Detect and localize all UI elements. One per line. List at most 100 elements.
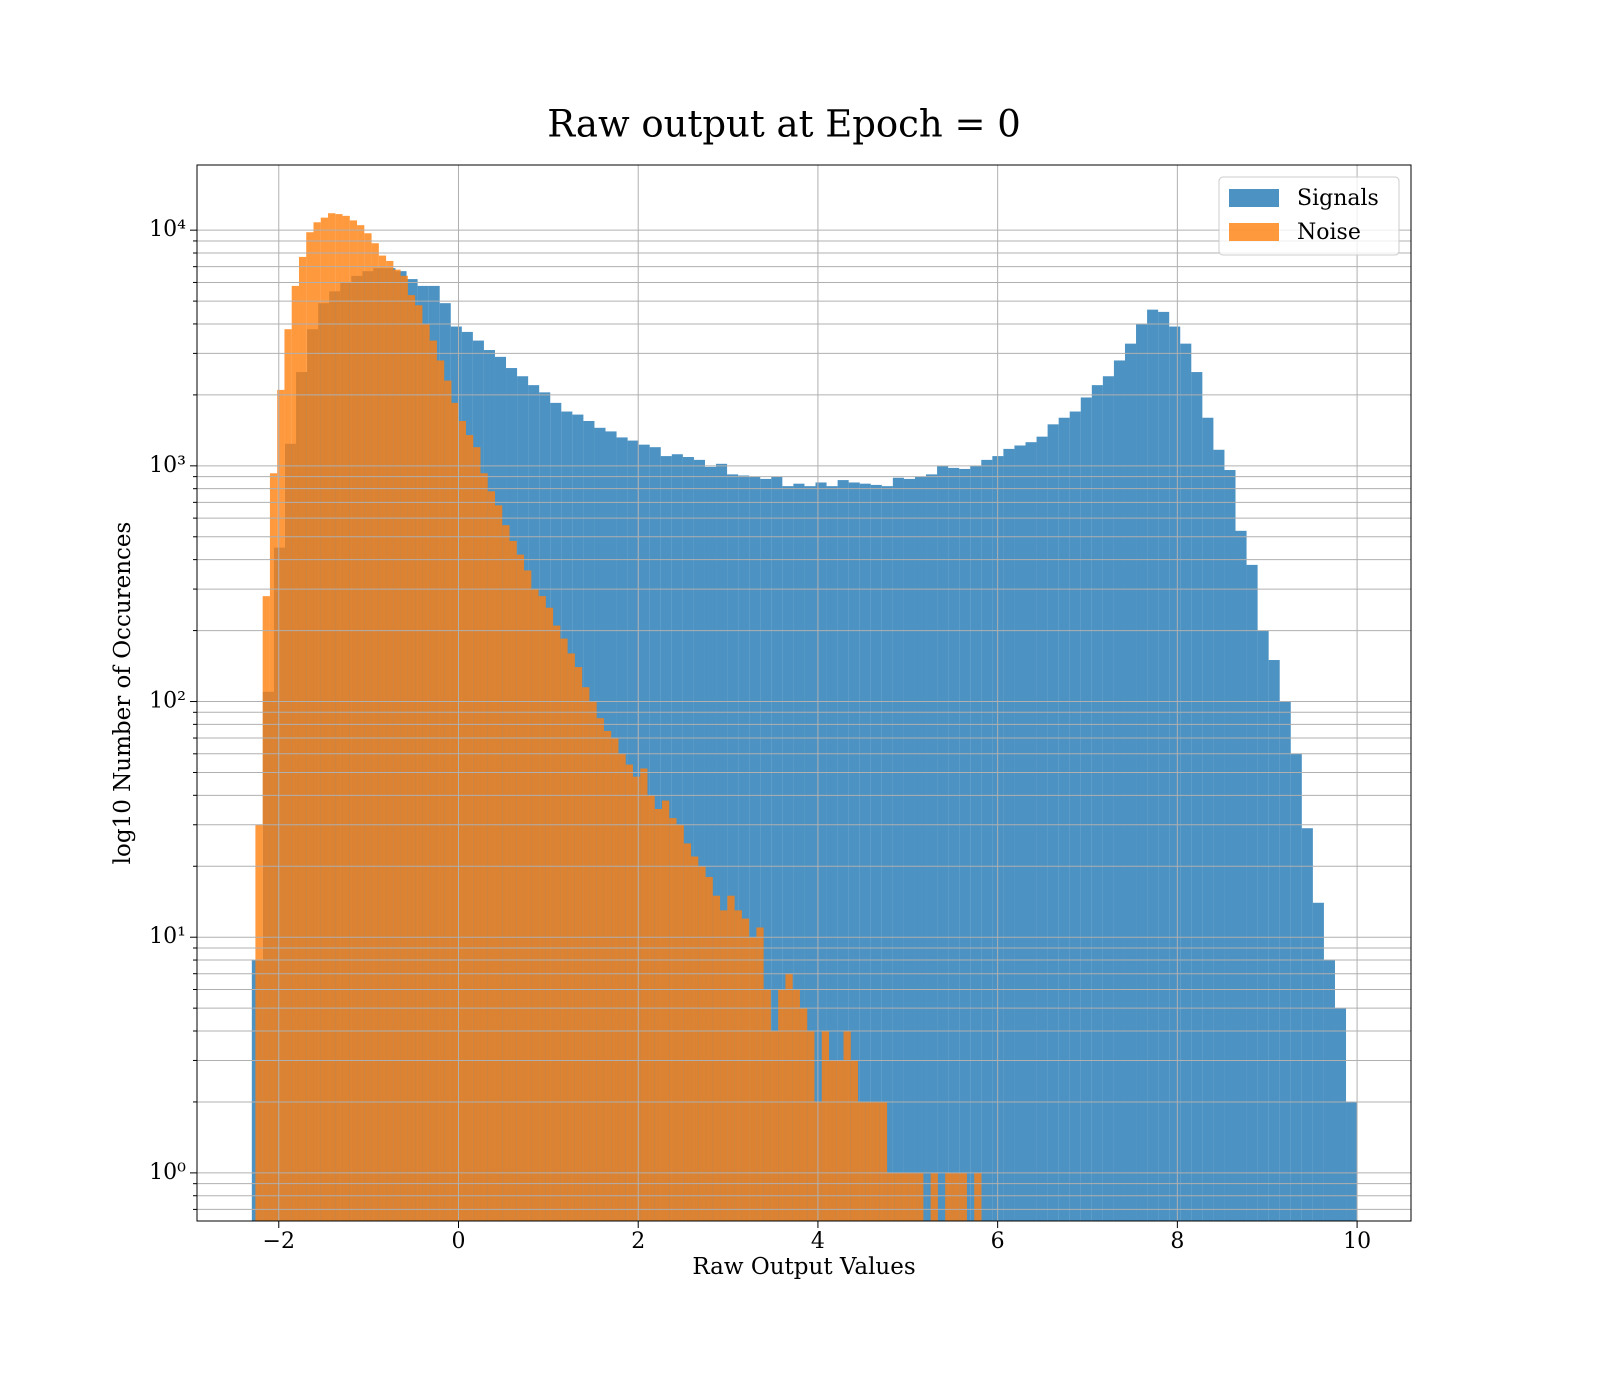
histogram-bar [698, 866, 706, 1221]
histogram-bar [320, 217, 329, 1221]
histogram-bar [970, 465, 982, 1222]
histogram-bar [1036, 436, 1048, 1222]
x-tick-label: −2 [263, 1229, 295, 1254]
histogram-bar [662, 800, 670, 1221]
histogram-bar [465, 435, 474, 1221]
histogram-bar [589, 701, 597, 1221]
histogram-bar [335, 214, 343, 1222]
histogram-bar [843, 1030, 851, 1221]
histogram-bar [1246, 564, 1258, 1221]
histogram-bar [509, 540, 517, 1221]
histogram-bar [1213, 449, 1225, 1222]
histogram-bar [914, 476, 927, 1222]
histogram-bar [804, 486, 816, 1221]
histogram-bar [693, 459, 705, 1221]
histogram-bar [473, 447, 481, 1222]
histogram-bar [632, 776, 641, 1221]
histogram-bar [444, 380, 452, 1221]
histogram-bar [328, 213, 336, 1221]
histogram-bar [756, 927, 764, 1221]
legend-swatch [1229, 189, 1279, 207]
histogram-bar [516, 554, 525, 1221]
y-tick-label: 10¹ [149, 924, 186, 949]
histogram-bar [495, 505, 503, 1221]
x-tick-label: 10 [1343, 1229, 1371, 1254]
histogram-bar [858, 1101, 866, 1221]
histogram-bar [807, 1030, 815, 1221]
histogram-bar [1169, 326, 1181, 1221]
histogram-bar [625, 764, 633, 1221]
histogram-bar [749, 476, 761, 1222]
histogram-bar [704, 466, 717, 1221]
chart-title: Raw output at Epoch = 0 [547, 103, 1021, 146]
histogram-bar [837, 480, 849, 1221]
histogram-bar [400, 275, 408, 1221]
histogram-bar [778, 989, 786, 1221]
histogram-bar [524, 570, 532, 1221]
histogram-bar [574, 667, 583, 1221]
histogram-bar [959, 468, 971, 1222]
histogram-bar [683, 843, 692, 1221]
histogram-bar [792, 989, 800, 1221]
histogram-bar [357, 225, 365, 1221]
legend-swatch [1229, 223, 1279, 241]
histogram-bar [1047, 424, 1059, 1222]
histogram-bar [948, 467, 960, 1222]
histogram-bar [1003, 448, 1015, 1222]
histogram-bar [1235, 530, 1247, 1221]
histogram-bar [901, 1172, 909, 1221]
histogram-bar [1290, 753, 1302, 1221]
histogram-bar [930, 1172, 938, 1221]
histogram-bar [749, 937, 757, 1221]
histogram-bar [926, 474, 938, 1221]
x-axis-label: Raw Output Values [692, 1254, 915, 1280]
histogram-bar [487, 491, 496, 1221]
histogram-bar [342, 215, 350, 1221]
histogram-bar [741, 918, 750, 1221]
x-tick-label: 8 [1170, 1229, 1184, 1254]
histogram-bar [720, 910, 728, 1221]
histogram-bar [1301, 828, 1313, 1221]
histogram-bar [859, 483, 871, 1221]
y-tick-label: 10⁰ [149, 1160, 186, 1185]
histogram-bar [1025, 442, 1037, 1221]
histogram-bar [429, 340, 437, 1221]
histogram-bar [705, 877, 713, 1221]
histogram-bar [716, 463, 728, 1221]
histogram-bar [894, 1172, 902, 1221]
histogram-bar [1334, 1008, 1347, 1221]
y-tick-label: 10² [149, 689, 186, 714]
histogram-bar [836, 1060, 844, 1221]
histogram-bar [1180, 343, 1192, 1221]
histogram-bar [611, 738, 619, 1221]
x-tick-label: 4 [811, 1229, 825, 1254]
histogram-bar [451, 402, 459, 1222]
histogram-bar [618, 753, 626, 1221]
histogram-bar [1091, 385, 1103, 1221]
histogram-bar [785, 973, 793, 1221]
histogram-bar [480, 473, 488, 1221]
histogram-bar [582, 687, 590, 1221]
histogram-bar [826, 486, 838, 1221]
histogram-bar [458, 420, 466, 1221]
histogram-bar [1014, 445, 1026, 1221]
x-tick-label: 2 [631, 1229, 645, 1254]
legend-label: Noise [1297, 220, 1361, 245]
histogram-bar [1323, 960, 1335, 1221]
histogram-bar [1202, 417, 1214, 1221]
histogram-bar [386, 260, 394, 1221]
histogram-bar [887, 1172, 895, 1221]
histogram-bar [870, 484, 882, 1221]
histogram-bar [793, 483, 805, 1221]
histogram-bar [682, 457, 694, 1221]
histogram-bar [952, 1172, 960, 1221]
histogram-bar [436, 360, 445, 1221]
histogram-bar [371, 243, 379, 1221]
histogram-bar [959, 1172, 967, 1221]
plot-frame [196, 164, 1412, 1222]
histogram-bar [974, 1172, 982, 1221]
histogram-bar [771, 476, 783, 1222]
histogram-bar [821, 1030, 829, 1221]
histogram-bar [937, 465, 949, 1222]
